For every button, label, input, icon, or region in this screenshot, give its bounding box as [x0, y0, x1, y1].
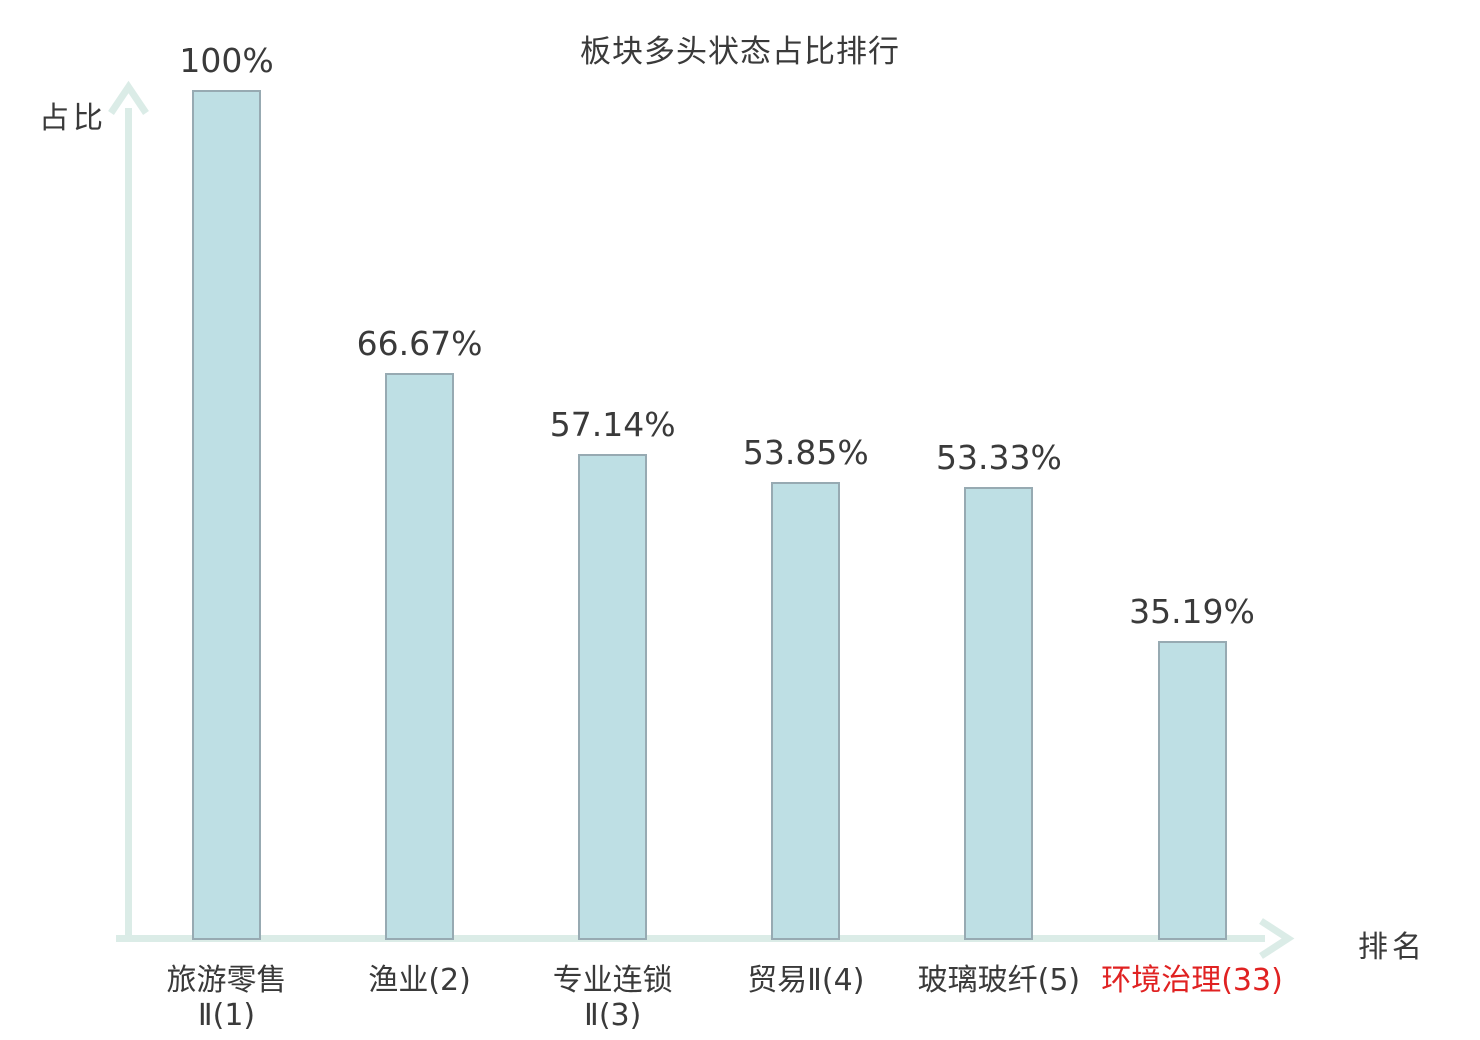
bar-category-line: Ⅱ(3) — [584, 998, 642, 1033]
bar-category-label: 渔业(2) — [290, 963, 550, 998]
bar-category-line: 玻璃玻纤(5) — [917, 963, 1081, 998]
bar-category-line: 旅游零售 — [166, 963, 287, 998]
bar-category-label: 环境治理(33) — [1062, 963, 1322, 998]
bar-value-label: 35.19% — [1129, 591, 1255, 631]
x-axis-label: 排名 — [1358, 930, 1426, 965]
bar-category-label: 玻璃玻纤(5) — [869, 963, 1129, 998]
bar — [771, 482, 841, 940]
bar-category-label: 贸易Ⅱ(4) — [676, 963, 936, 998]
bar-category-line: Ⅱ(1) — [197, 998, 256, 1033]
bar-category-line: 贸易Ⅱ(4) — [747, 963, 865, 998]
bar-category-label: 旅游零售 Ⅱ(1) — [97, 963, 357, 1033]
bar — [1157, 640, 1227, 940]
bar — [192, 90, 261, 940]
chart-title: 板块多头状态占比排行 — [580, 34, 900, 70]
y-axis-arrow-icon — [108, 80, 149, 115]
bar-value-label: 53.85% — [742, 433, 869, 473]
bar-value-label: 100% — [179, 41, 274, 80]
bar — [385, 373, 455, 940]
bar-category-label: 专业连锁 Ⅱ(3) — [483, 963, 743, 1033]
bar-category-line: 专业连锁 — [552, 963, 673, 998]
bar-category-line: 环境治理(33) — [1101, 963, 1283, 998]
x-axis-arrow-icon — [1259, 918, 1295, 959]
bar-value-label: 53.33% — [935, 437, 1062, 477]
bar-value-label: 66.67% — [356, 324, 483, 364]
bar-category-line: 渔业(2) — [368, 963, 471, 998]
y-axis-label: 占比 — [39, 101, 107, 136]
bar-value-label: 57.14% — [549, 405, 676, 445]
bar — [964, 486, 1034, 940]
bar — [578, 454, 648, 940]
